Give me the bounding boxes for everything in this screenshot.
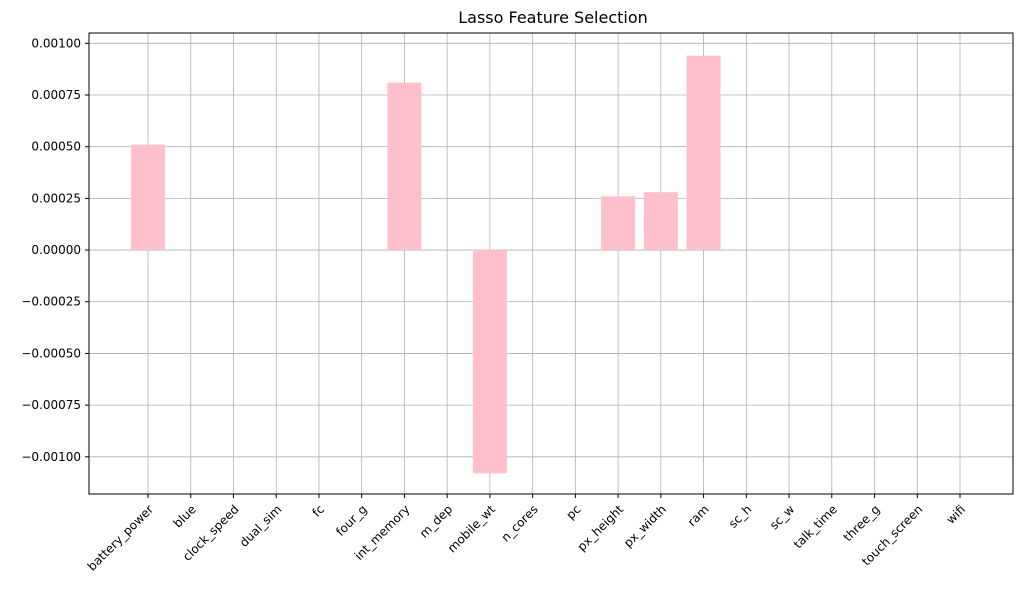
- y-axis-ticks: −0.00100 −0.00075 −0.00050 −0.00025 0.00000 0…: [21, 36, 89, 464]
- x-tick-label: pc: [564, 502, 584, 522]
- chart-title: Lasso Feature Selection: [458, 8, 648, 27]
- y-tick-label: 0.00050: [31, 140, 81, 154]
- x-tick-label: sc_h: [726, 502, 755, 531]
- y-tick-label: −0.00050: [21, 346, 81, 360]
- x-tick-label: three_g: [841, 502, 883, 544]
- y-tick-label: 0.00000: [31, 243, 81, 257]
- x-tick-label: four_g: [333, 502, 370, 539]
- y-tick-label: −0.00025: [21, 295, 81, 309]
- grid-layer: [89, 33, 1013, 494]
- y-tick-label: 0.00075: [31, 88, 81, 102]
- x-tick-label: m_dep: [417, 502, 455, 540]
- x-tick-label: n_cores: [498, 502, 540, 544]
- x-tick-label: dual_sim: [237, 502, 285, 550]
- y-tick-label: −0.00100: [21, 450, 81, 464]
- x-tick-label: wifi: [944, 502, 969, 527]
- x-tick-label: ram: [685, 502, 712, 529]
- x-tick-label: battery_power: [85, 502, 156, 573]
- bar-int_memory: [387, 82, 422, 251]
- x-tick-label: px_width: [621, 502, 669, 550]
- y-tick-label: 0.00025: [31, 191, 81, 205]
- x-tick-label: blue: [171, 502, 199, 530]
- x-tick-label: sc_w: [767, 502, 797, 532]
- x-tick-label: talk_time: [791, 502, 840, 551]
- bar-layer: [131, 55, 977, 474]
- y-tick-label: −0.00075: [21, 398, 81, 412]
- bar-battery_power: [131, 144, 165, 251]
- x-tick-label: fc: [310, 502, 328, 520]
- y-tick-label: 0.00100: [31, 36, 81, 50]
- bar-px_height: [601, 196, 636, 251]
- bar-px_width: [643, 192, 678, 251]
- x-tick-label: px_height: [575, 502, 627, 554]
- bar-ram: [686, 55, 721, 251]
- plot-frame: [88, 32, 1014, 495]
- bar-mobile_wt: [472, 250, 507, 474]
